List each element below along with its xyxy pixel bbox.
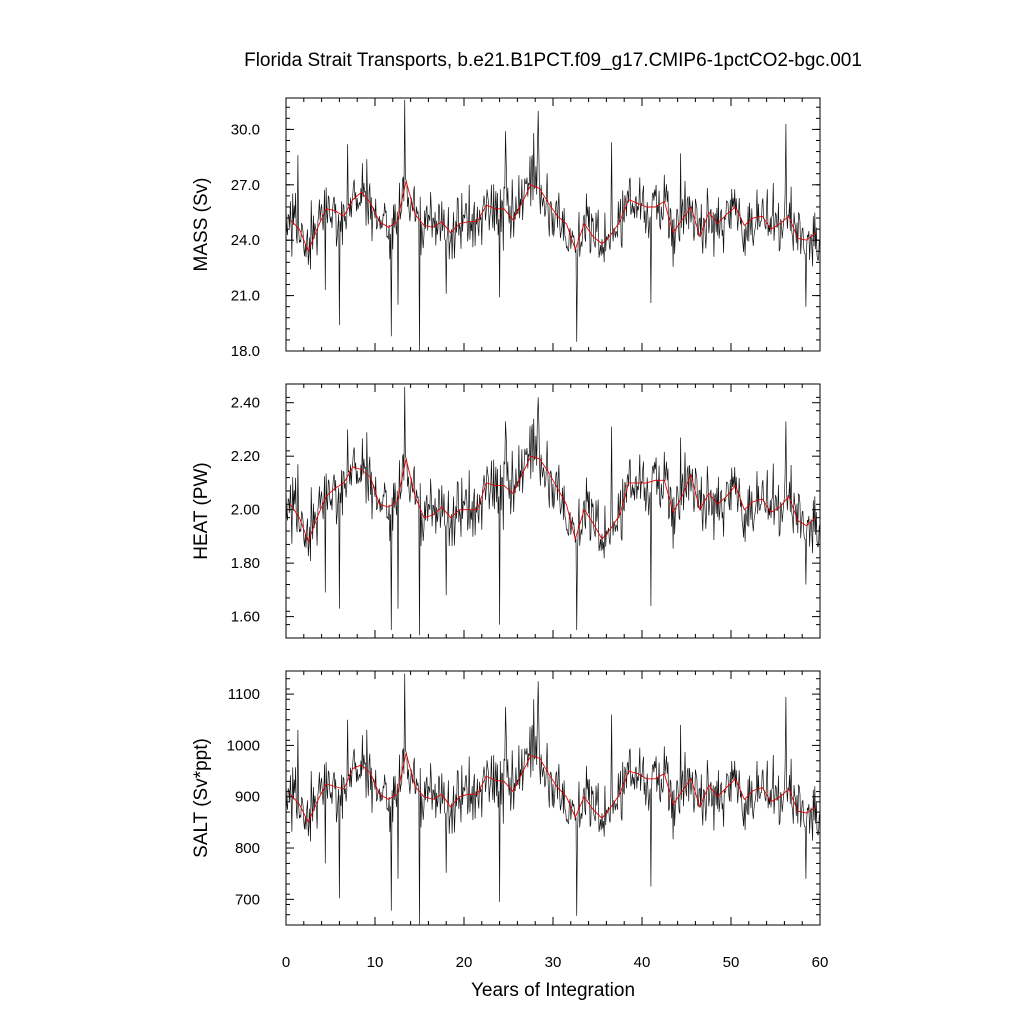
x-axis-label: Years of Integration (471, 980, 635, 1001)
salt-plot-frame (285, 670, 821, 926)
x-tick-label: 40 (634, 954, 651, 971)
x-tick-label: 30 (545, 954, 562, 971)
x-tick-label: 0 (282, 954, 290, 971)
mass-y-tick-label: 18.0 (231, 343, 260, 360)
salt-y-axis-label: SALT (Sv*ppt) (191, 738, 212, 858)
heat-monthly-series (286, 386, 820, 636)
panel-salt: 700 800 900 1000 1100 SALT (Sv*ppt) (191, 670, 821, 926)
heat-plot-frame (285, 383, 821, 639)
panels: 18.0 21.0 24.0 27.0 30.0 MASS (Sv) 1.60 1.80 2.0… (191, 97, 829, 971)
mass-monthly-series (286, 99, 820, 351)
salt-y-tick-label: 1100 (228, 686, 260, 703)
heat-y-axis-label: HEAT (PW) (191, 462, 212, 559)
mass-y-tick-label: 30.0 (231, 121, 260, 138)
salt-y-tick-label: 700 (235, 891, 260, 908)
mass-y-axis-label: MASS (Sv) (191, 178, 212, 272)
salt-y-tick-label: 1000 (227, 737, 260, 754)
mass-y-tick-label: 24.0 (231, 232, 260, 249)
salt-y-tick-label: 900 (235, 789, 260, 806)
x-tick-label: 20 (456, 954, 473, 971)
heat-y-tick-label: 2.40 (231, 395, 260, 412)
heat-y-tick-label: 2.00 (231, 502, 260, 519)
heat-y-tick-label: 1.60 (231, 609, 260, 626)
salt-monthly-series (286, 673, 820, 925)
panel-heat: 1.60 1.80 2.00 2.20 2.40 HEAT (PW) (191, 383, 821, 639)
mass-y-tick-label: 27.0 (231, 177, 260, 194)
x-tick-label: 10 (367, 954, 384, 971)
salt-annual-smoothed-series (290, 752, 816, 824)
mass-annual-smoothed-series (290, 180, 816, 253)
chart-title: Florida Strait Transports, b.e21.B1PCT.f… (244, 50, 862, 71)
heat-annual-smoothed-series (290, 455, 816, 544)
x-tick-label: 60 (812, 954, 829, 971)
heat-y-tick-label: 2.20 (231, 448, 260, 465)
x-tick-label: 50 (723, 954, 740, 971)
panel-mass: 18.0 21.0 24.0 27.0 30.0 MASS (Sv) (191, 97, 821, 360)
heat-y-tick-label: 1.80 (231, 555, 260, 572)
salt-y-tick-label: 800 (235, 840, 260, 857)
mass-y-tick-label: 21.0 (231, 288, 260, 305)
